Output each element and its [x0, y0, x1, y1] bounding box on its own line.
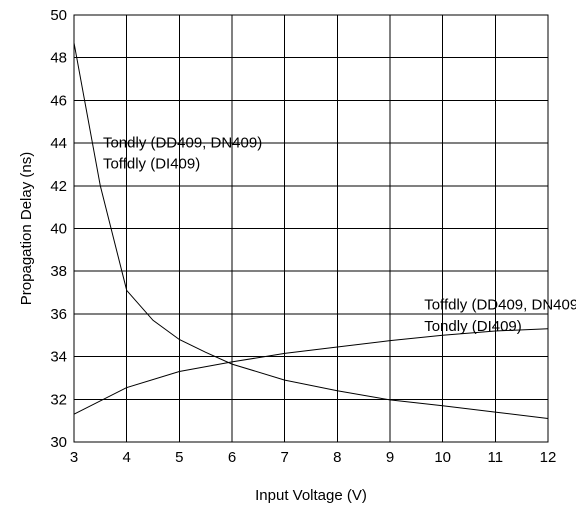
series-lines: [74, 43, 548, 419]
x-tick-label: 7: [280, 449, 288, 466]
series-annotation: Tondly (DI409): [424, 318, 522, 335]
x-tick-label: 8: [333, 449, 341, 466]
y-tick-label: 44: [50, 135, 67, 152]
y-tick-label: 34: [50, 349, 67, 366]
x-axis-title: Input Voltage (V): [255, 487, 367, 504]
series-annotation: Toffdly (DI409): [103, 156, 200, 173]
y-tick-label: 32: [50, 391, 67, 408]
y-tick-label: 46: [50, 92, 67, 109]
x-tick-label: 4: [122, 449, 130, 466]
y-axis-title: Propagation Delay (ns): [18, 152, 35, 305]
y-tick-label: 36: [50, 306, 67, 323]
y-tick-label: 40: [50, 221, 67, 238]
x-tick-label: 11: [488, 449, 504, 466]
y-tick-labels: 30 32 34 36 38 40 42 44 46 48 50: [50, 7, 67, 451]
series-line-2: [74, 329, 548, 414]
annotations: Tondly (DD409, DN409) Toffdly (DI409) Toff…: [103, 134, 576, 335]
y-tick-label: 38: [50, 263, 67, 280]
x-tick-label: 5: [175, 449, 183, 466]
x-tick-label: 9: [386, 449, 394, 466]
x-tick-label: 3: [70, 449, 78, 466]
series-annotation: Tondly (DD409, DN409): [103, 134, 262, 151]
y-tick-label: 50: [50, 7, 67, 24]
x-tick-labels: 3 4 5 6 7 8 9 10 11 12: [70, 449, 557, 466]
series-annotation: Toffdly (DD409, DN409): [424, 297, 576, 314]
y-tick-label: 30: [50, 434, 67, 451]
x-tick-label: 10: [434, 449, 451, 466]
series-line-1: [74, 43, 548, 419]
y-tick-label: 42: [50, 178, 67, 195]
grid-lines: [74, 15, 548, 442]
x-tick-label: 12: [540, 449, 557, 466]
x-tick-label: 6: [228, 449, 236, 466]
y-tick-label: 48: [50, 50, 67, 67]
